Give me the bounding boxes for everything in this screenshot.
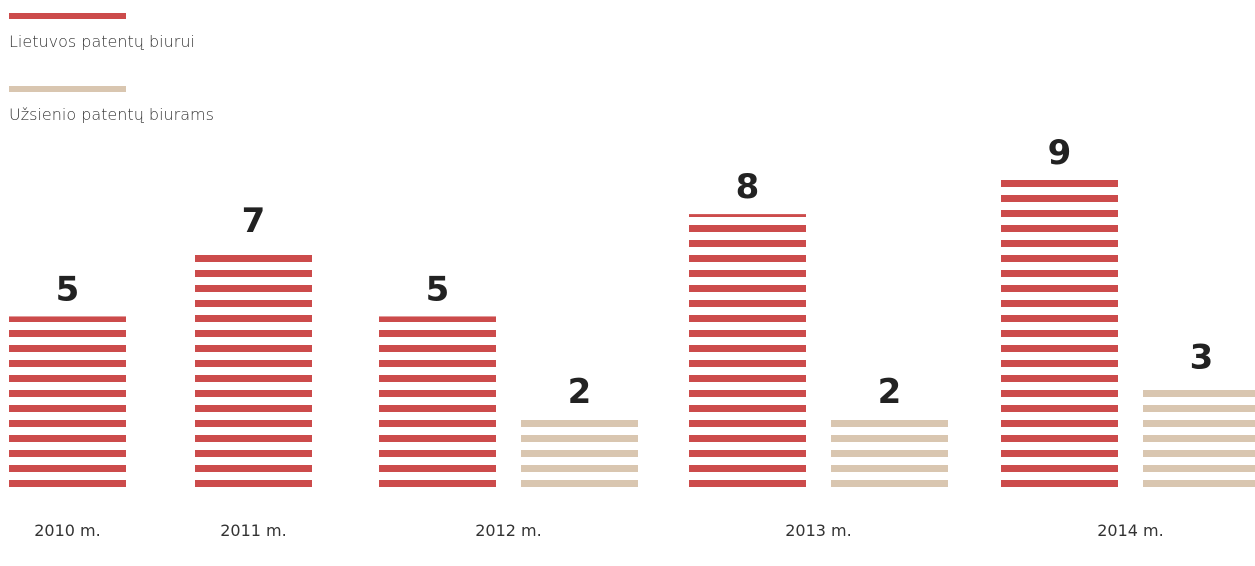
bar	[831, 418, 948, 487]
bar	[195, 248, 312, 487]
data-label: 8	[736, 167, 760, 207]
bar	[379, 316, 496, 487]
data-label: 9	[1048, 133, 1072, 173]
data-label: 7	[242, 201, 266, 241]
data-label: 5	[426, 269, 450, 309]
bar	[1143, 384, 1255, 487]
data-label: 3	[1190, 338, 1214, 378]
data-label: 2	[878, 372, 902, 412]
legend-label: Užsienio patentų biurams	[9, 105, 214, 124]
x-tick-label: 2011 m.	[220, 521, 286, 540]
legend-swatch	[9, 13, 126, 19]
bar	[521, 418, 638, 487]
x-tick-label: 2012 m.	[475, 521, 541, 540]
bar	[1001, 180, 1118, 487]
legend-label: Lietuvos patentų biurui	[9, 32, 195, 51]
data-label: 2	[568, 372, 592, 412]
x-tick-label: 2013 m.	[785, 521, 851, 540]
data-label: 5	[56, 269, 80, 309]
bar	[9, 316, 126, 487]
bar	[689, 214, 806, 487]
x-tick-label: 2014 m.	[1097, 521, 1163, 540]
legend-swatch	[9, 86, 126, 92]
x-tick-label: 2010 m.	[34, 521, 100, 540]
